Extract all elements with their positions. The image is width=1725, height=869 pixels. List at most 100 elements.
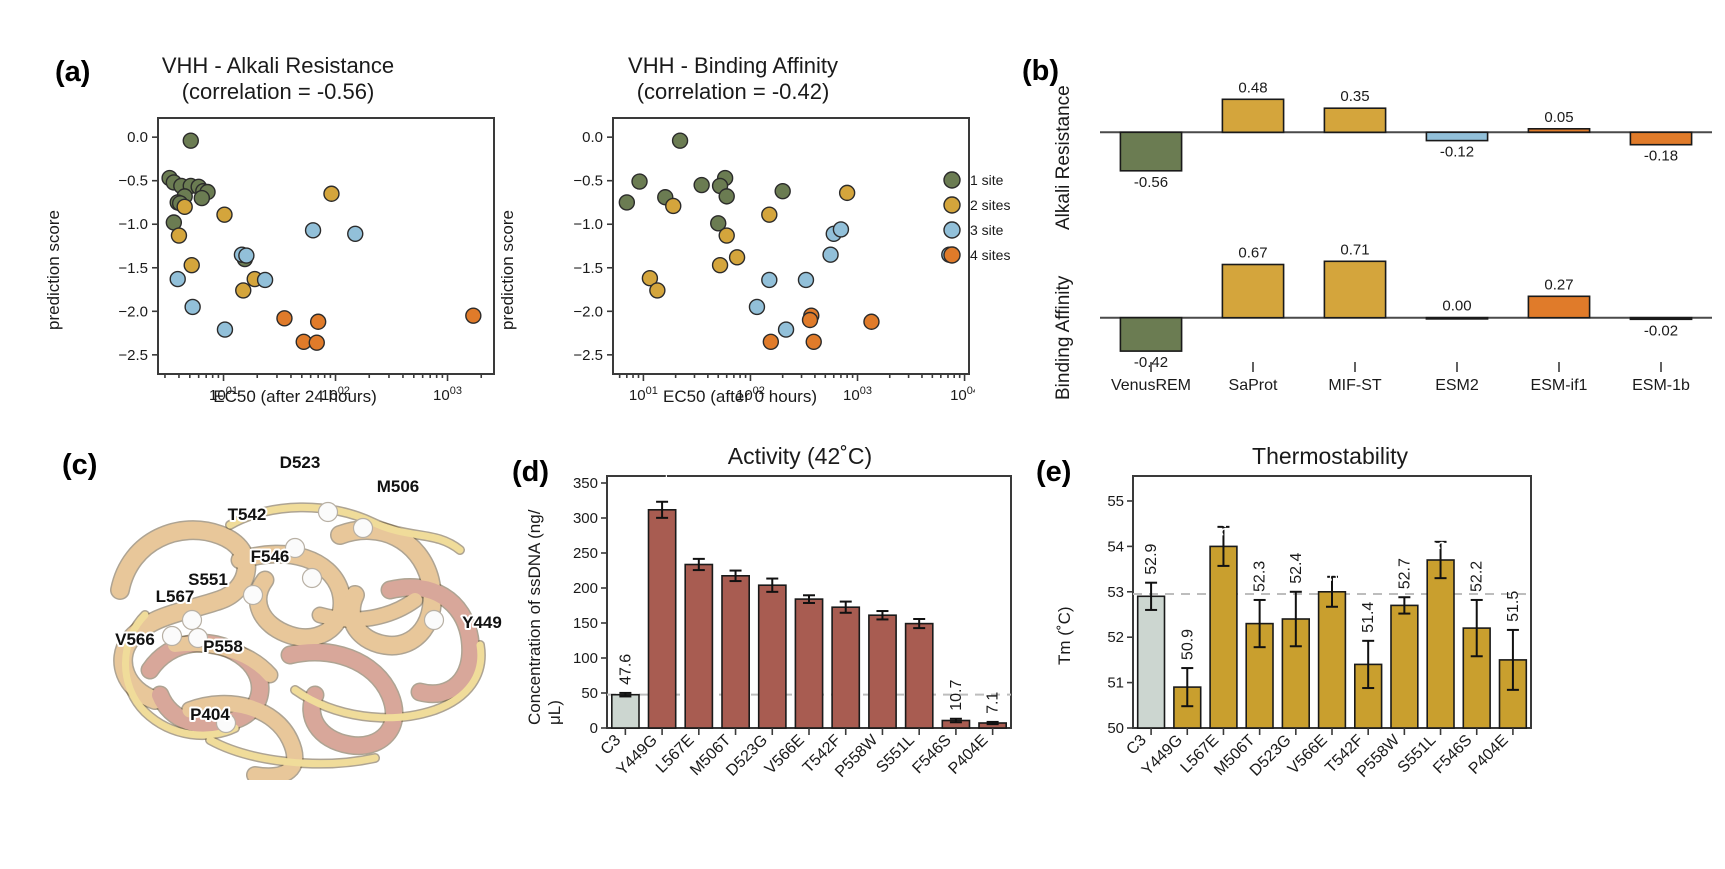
residue-label-halo: Y449 [462, 613, 502, 632]
legend-swatch [943, 246, 961, 264]
bar [1426, 559, 1455, 729]
bar-value-label: 0.05 [1544, 109, 1573, 126]
scatter-alkali-plot: 0.0 −0.5 −1.0 −1.5 −2.0 −2.5 1001 1002 1003 [118, 117, 495, 404]
y-tick-label: 150 [573, 615, 598, 632]
residue-label: Y449 [462, 613, 502, 632]
y-tick-label: 0.0 [127, 129, 148, 146]
scatter-point [182, 132, 199, 149]
scatter-point [805, 333, 822, 350]
x-tick-label: F546S [909, 732, 954, 777]
y-tick-label: 53 [1107, 584, 1124, 601]
x-tick-label: V566E [762, 732, 808, 778]
scatter-point [718, 188, 735, 205]
y-tick-label: 55 [1107, 493, 1124, 510]
y-tick-label: 0.0 [582, 129, 603, 146]
scatter-point [718, 227, 735, 244]
bar-value-label: 0.35 [1340, 88, 1369, 105]
y-tick-label: 300 [573, 510, 598, 527]
thermostability-ylabel: Tm (˚C) [1055, 606, 1074, 665]
y-tick-label: −0.5 [118, 173, 148, 190]
scatter-point [761, 271, 778, 289]
y-tick-label: 100 [573, 650, 598, 667]
bar-value-label: -0.12 [1440, 144, 1474, 161]
y-tick-label: −1.5 [118, 260, 148, 277]
scatter-point [774, 182, 791, 200]
scatter-binding-ylabel: prediction score [498, 209, 517, 330]
y-tick-label: 50 [581, 685, 598, 702]
bar-value-label: 52.9 [1143, 543, 1160, 574]
bar [1527, 295, 1591, 319]
residue-label: P404 [190, 705, 230, 724]
bar-value-label: 217.4 [728, 526, 745, 566]
residue-label-halo: P404 [190, 705, 230, 724]
residue-label: S551 [188, 570, 228, 589]
y-tick-label: −1.0 [118, 216, 148, 233]
bar-value-label: 311.7 [654, 470, 671, 500]
scatter-point [323, 185, 340, 202]
bar [1281, 618, 1310, 729]
x-tick-label: S551L [873, 732, 918, 777]
scatter-point [822, 246, 839, 263]
scatter-point [762, 333, 780, 350]
ribbon-segment [182, 696, 303, 780]
scatter-legend: 1 site 2 sites 3 site 4 sites [943, 171, 1010, 264]
bar-value-label: 52.4 [1288, 553, 1305, 584]
scatter-point [193, 189, 211, 207]
x-tick-label: C3 [598, 732, 625, 759]
scatter-alkali-title: VHH - Alkali Resistance (correlation = -… [118, 53, 438, 105]
scatter-point [216, 321, 234, 338]
legend-swatch [943, 221, 961, 239]
residue-label-halo: P558 [203, 637, 243, 656]
scatter-point [710, 215, 727, 232]
bar [794, 598, 824, 729]
bar [757, 584, 787, 729]
bar [1317, 591, 1347, 729]
bar [684, 563, 714, 729]
bar [904, 622, 934, 729]
legend-label: 2 sites [970, 197, 1010, 213]
bar-value-label: 52.3 [1252, 561, 1269, 592]
bar-value-label: 47.6 [617, 654, 634, 685]
y-tick-label: 0 [590, 720, 598, 737]
panel-letter-a: (a) [55, 56, 91, 88]
bar-value-label: 233.6 [691, 514, 708, 554]
scatter-point [235, 282, 252, 299]
residue-label-halo: D523 [280, 453, 321, 472]
y-tick-label: 50 [1107, 720, 1124, 737]
residue-label: P558 [203, 637, 243, 656]
x-tick-label: C3 [1123, 732, 1150, 759]
ribbon-segment [382, 579, 479, 702]
bar-value-label: 149.2 [911, 573, 928, 613]
scatter-point [176, 198, 193, 216]
bar [1323, 260, 1387, 319]
bar [831, 606, 861, 729]
bar-value-label: 0.27 [1544, 276, 1573, 293]
bar [1425, 131, 1489, 142]
ribbon-segment [291, 641, 485, 722]
legend-swatch [943, 196, 961, 214]
bar-value-label: 0.71 [1340, 241, 1369, 258]
scatter-point [347, 225, 364, 243]
thermostability-plot: 50515253545552.9C350.9Y449G54.0L567E52.3… [1107, 475, 1532, 781]
scatter-point [832, 221, 850, 238]
scatter-point [665, 197, 682, 215]
bar [1119, 316, 1183, 352]
bar [1425, 316, 1489, 320]
bar-value-label: 7.1 [985, 692, 1002, 714]
ribbon-segment [168, 636, 277, 682]
residue-marker [284, 537, 306, 559]
plot-frame [612, 117, 970, 375]
y-tick-label: −0.5 [573, 173, 603, 190]
scatter-point [728, 249, 746, 266]
bar-value-label: 204.0 [764, 535, 781, 575]
x-tick-label: P404E [945, 732, 991, 778]
residue-label: D523 [280, 453, 321, 472]
x-tick-label: P404E [1466, 732, 1512, 778]
legend-label: 3 site [970, 222, 1004, 238]
scatter-point [304, 222, 322, 239]
scatter-point [671, 132, 689, 149]
residue-marker [215, 712, 237, 734]
residue-label: L567 [156, 587, 195, 606]
bar-value-label: 51.5 [1505, 591, 1522, 622]
y-tick-label: −1.5 [573, 260, 603, 277]
